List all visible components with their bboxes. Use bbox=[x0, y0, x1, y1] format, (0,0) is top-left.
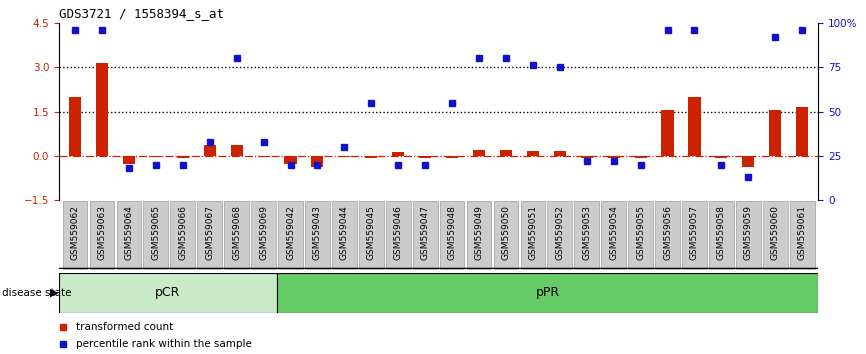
FancyBboxPatch shape bbox=[386, 201, 410, 269]
Text: GSM559046: GSM559046 bbox=[394, 205, 403, 260]
Bar bbox=[96, 63, 108, 156]
Text: ▶: ▶ bbox=[50, 288, 59, 298]
FancyBboxPatch shape bbox=[89, 201, 114, 269]
Bar bbox=[581, 156, 593, 158]
Bar bbox=[257, 156, 269, 157]
Text: GSM559069: GSM559069 bbox=[259, 205, 268, 260]
Text: GSM559059: GSM559059 bbox=[744, 205, 753, 260]
Text: GSM559055: GSM559055 bbox=[637, 205, 645, 260]
FancyBboxPatch shape bbox=[682, 201, 707, 269]
Text: GSM559043: GSM559043 bbox=[313, 205, 322, 260]
FancyBboxPatch shape bbox=[574, 201, 599, 269]
Bar bbox=[715, 156, 727, 158]
Text: GSM559053: GSM559053 bbox=[582, 205, 591, 260]
FancyBboxPatch shape bbox=[709, 201, 734, 269]
Text: GSM559062: GSM559062 bbox=[70, 205, 80, 260]
Bar bbox=[284, 156, 296, 164]
Bar bbox=[688, 97, 701, 156]
FancyBboxPatch shape bbox=[197, 201, 222, 269]
Text: pPR: pPR bbox=[536, 286, 559, 299]
FancyBboxPatch shape bbox=[763, 201, 788, 269]
Bar bbox=[204, 145, 216, 156]
Bar bbox=[339, 156, 351, 157]
Text: GSM559067: GSM559067 bbox=[205, 205, 214, 260]
FancyBboxPatch shape bbox=[224, 201, 249, 269]
Text: GSM559048: GSM559048 bbox=[448, 205, 456, 260]
FancyBboxPatch shape bbox=[62, 201, 87, 269]
Text: disease state: disease state bbox=[2, 288, 71, 298]
Bar bbox=[230, 145, 242, 156]
Text: GSM559047: GSM559047 bbox=[421, 205, 430, 260]
Text: transformed count: transformed count bbox=[76, 321, 173, 332]
Text: GSM559065: GSM559065 bbox=[152, 205, 160, 260]
FancyBboxPatch shape bbox=[790, 201, 815, 269]
FancyBboxPatch shape bbox=[494, 201, 519, 269]
Bar bbox=[608, 156, 620, 158]
Bar bbox=[69, 97, 81, 156]
FancyBboxPatch shape bbox=[277, 273, 818, 313]
Bar bbox=[419, 156, 431, 158]
FancyBboxPatch shape bbox=[547, 201, 572, 269]
FancyBboxPatch shape bbox=[251, 201, 276, 269]
FancyBboxPatch shape bbox=[332, 201, 357, 269]
FancyBboxPatch shape bbox=[171, 201, 195, 269]
FancyBboxPatch shape bbox=[278, 201, 303, 269]
Text: pCR: pCR bbox=[155, 286, 181, 299]
Bar bbox=[446, 156, 458, 158]
Bar bbox=[662, 110, 674, 156]
Bar bbox=[123, 156, 135, 164]
Bar bbox=[769, 110, 781, 156]
Text: GSM559068: GSM559068 bbox=[232, 205, 241, 260]
Text: GSM559051: GSM559051 bbox=[528, 205, 538, 260]
FancyBboxPatch shape bbox=[413, 201, 437, 269]
FancyBboxPatch shape bbox=[117, 201, 141, 269]
Bar bbox=[365, 156, 378, 158]
Bar bbox=[150, 156, 162, 157]
Text: GSM559049: GSM559049 bbox=[475, 205, 483, 260]
Text: GSM559050: GSM559050 bbox=[501, 205, 510, 260]
FancyBboxPatch shape bbox=[520, 201, 546, 269]
FancyBboxPatch shape bbox=[305, 201, 330, 269]
Text: GSM559066: GSM559066 bbox=[178, 205, 187, 260]
FancyBboxPatch shape bbox=[144, 201, 168, 269]
Bar bbox=[742, 156, 754, 167]
Bar bbox=[177, 156, 189, 158]
Text: percentile rank within the sample: percentile rank within the sample bbox=[76, 339, 252, 349]
FancyBboxPatch shape bbox=[736, 201, 760, 269]
Bar bbox=[553, 152, 565, 156]
FancyBboxPatch shape bbox=[601, 201, 626, 269]
Text: GSM559058: GSM559058 bbox=[717, 205, 726, 260]
Bar bbox=[527, 152, 539, 156]
Text: GSM559045: GSM559045 bbox=[367, 205, 376, 260]
Text: GSM559057: GSM559057 bbox=[690, 205, 699, 260]
Bar bbox=[312, 156, 324, 167]
Text: GSM559063: GSM559063 bbox=[98, 205, 107, 260]
Bar bbox=[635, 156, 647, 158]
FancyBboxPatch shape bbox=[59, 273, 277, 313]
FancyBboxPatch shape bbox=[628, 201, 653, 269]
FancyBboxPatch shape bbox=[440, 201, 464, 269]
Text: GDS3721 / 1558394_s_at: GDS3721 / 1558394_s_at bbox=[59, 7, 224, 21]
Text: GSM559061: GSM559061 bbox=[798, 205, 807, 260]
Text: GSM559060: GSM559060 bbox=[771, 205, 779, 260]
Bar bbox=[392, 152, 404, 156]
Bar bbox=[796, 107, 808, 156]
Bar bbox=[500, 150, 512, 156]
Text: GSM559044: GSM559044 bbox=[339, 205, 349, 259]
FancyBboxPatch shape bbox=[467, 201, 491, 269]
Text: GSM559042: GSM559042 bbox=[286, 205, 295, 259]
Text: GSM559054: GSM559054 bbox=[609, 205, 618, 260]
Text: GSM559052: GSM559052 bbox=[555, 205, 565, 260]
FancyBboxPatch shape bbox=[656, 201, 680, 269]
FancyBboxPatch shape bbox=[359, 201, 384, 269]
Bar bbox=[473, 150, 485, 156]
Text: GSM559064: GSM559064 bbox=[125, 205, 133, 260]
Text: GSM559056: GSM559056 bbox=[663, 205, 672, 260]
